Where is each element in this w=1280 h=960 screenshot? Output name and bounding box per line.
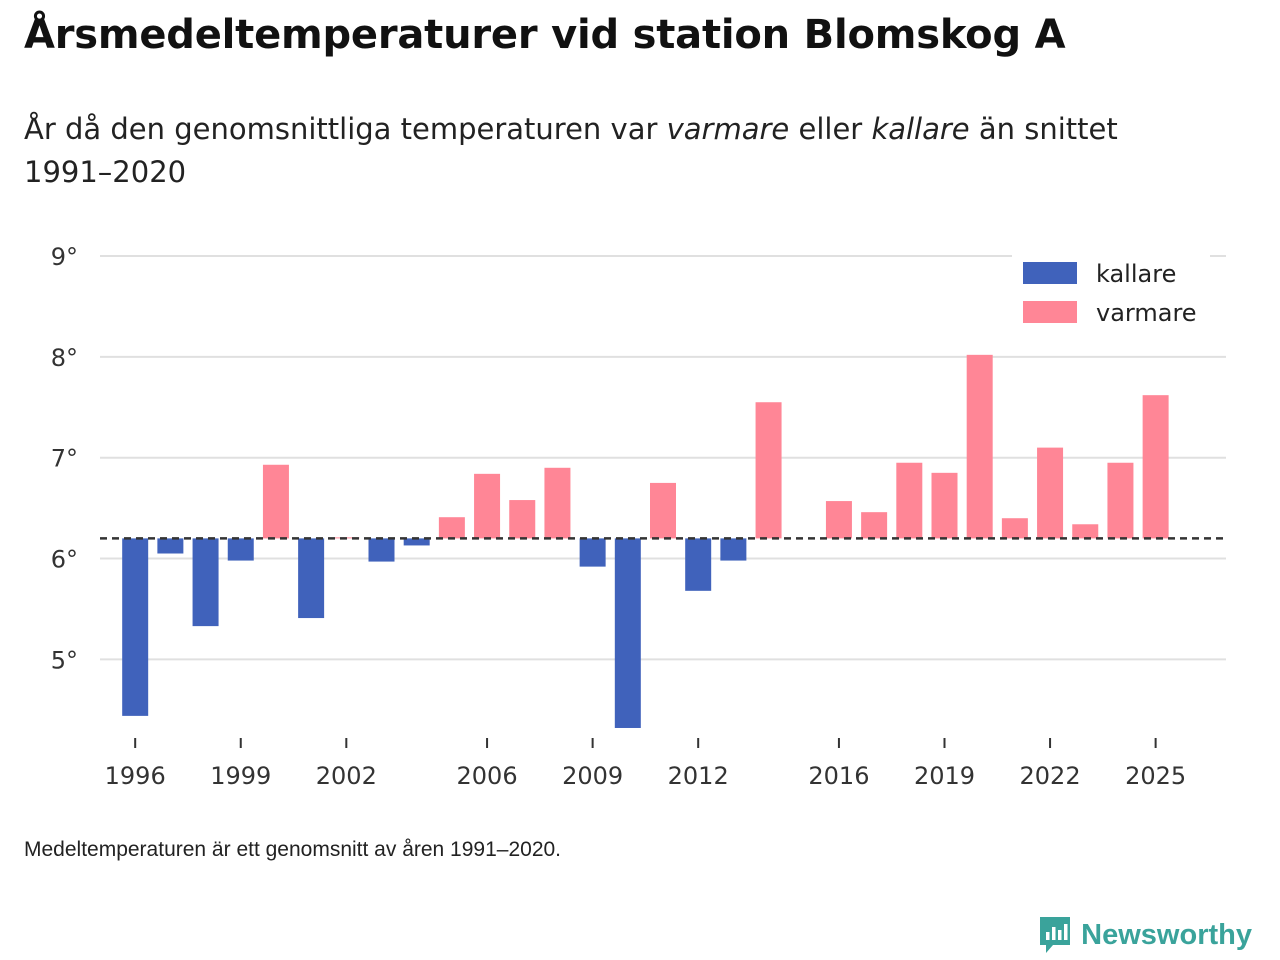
bar-2007 (509, 500, 536, 539)
subtitle-part2: eller (789, 112, 872, 146)
y-tick-label: 7° (51, 445, 78, 473)
bar-2003 (368, 538, 395, 562)
subtitle-colder: kallare (871, 112, 970, 146)
bar-2022 (1037, 447, 1064, 539)
chart-footnote: Medeltemperaturen är ett genomsnitt av å… (24, 838, 562, 861)
bar-2000 (262, 464, 289, 539)
legend-label-kallare: kallare (1096, 260, 1176, 288)
bar-2023 (1072, 524, 1099, 539)
x-tick-label: 1999 (210, 762, 271, 790)
bar-2016 (825, 501, 852, 539)
bar-2013 (720, 538, 747, 561)
x-tick-label: 2006 (457, 762, 518, 790)
bar-2017 (861, 512, 888, 539)
bar-2025 (1142, 395, 1169, 539)
newsworthy-logo[interactable]: Newsworthy (1037, 914, 1252, 956)
bar-2006 (474, 473, 501, 539)
bar-1998 (192, 538, 219, 627)
bar-2005 (438, 517, 465, 539)
legend-swatch-kallare (1023, 262, 1077, 284)
x-tick-label: 1996 (105, 762, 166, 790)
newsworthy-logo-icon (1040, 917, 1071, 953)
bar-2012 (685, 538, 712, 591)
y-tick-label: 6° (51, 546, 78, 574)
bar-2024 (1107, 462, 1134, 539)
bar-2019 (931, 472, 958, 539)
bar-2011 (650, 482, 676, 539)
bar-1996 (122, 538, 149, 716)
x-tick-label: 2022 (1020, 762, 1081, 790)
bar-2008 (544, 467, 571, 539)
bar-2020 (966, 354, 993, 539)
bar-2014 (755, 402, 782, 539)
subtitle-part1: År då den genomsnittliga temperaturen va… (24, 112, 667, 146)
subtitle-warmer: varmare (666, 112, 790, 146)
legend-swatch-varmare (1023, 301, 1077, 323)
bar-2010 (614, 538, 641, 728)
x-tick-label: 2025 (1125, 762, 1186, 790)
x-tick-label: 2012 (668, 762, 729, 790)
x-tick-label: 2016 (808, 762, 869, 790)
bar-1999 (227, 538, 254, 561)
x-tick-label: 2019 (914, 762, 975, 790)
bar-2009 (579, 538, 606, 567)
y-tick-label: 8° (51, 344, 78, 372)
x-tick-label: 2002 (316, 762, 377, 790)
y-tick-label: 5° (51, 646, 78, 674)
y-tick-label: 9° (51, 243, 78, 271)
chart-subtitle: År då den genomsnittliga temperaturen va… (24, 108, 1204, 194)
bar-1997 (157, 538, 184, 554)
bar-2001 (298, 538, 325, 619)
bar-chart: 5° 6° 7° 8° 9° 1996 1999 2002 2006 2009 2012 2016 20… (51, 243, 1226, 790)
bar-2018 (896, 462, 923, 539)
brand-name: Newsworthy (1081, 918, 1252, 951)
bar-2021 (1001, 518, 1028, 539)
chart-title: Årsmedeltemperaturer vid station Blomsko… (24, 12, 1066, 58)
subtitle-part3: än snittet 1991–2020 (24, 112, 1118, 189)
legend-label-varmare: varmare (1096, 299, 1197, 327)
bar-2004 (403, 538, 430, 546)
x-tick-label: 2009 (562, 762, 623, 790)
